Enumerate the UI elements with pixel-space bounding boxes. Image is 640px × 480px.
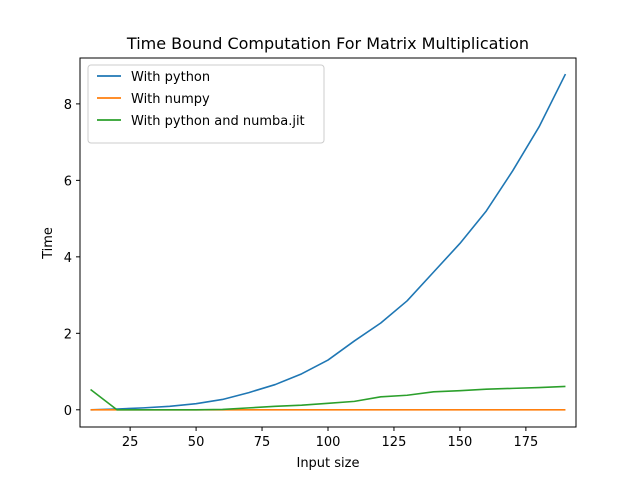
- x-axis-ticks: 25 50 75 100 125 150 175: [122, 427, 538, 450]
- x-tick-label: 75: [254, 435, 271, 450]
- legend-label-2: With python and numba.jit: [131, 114, 305, 129]
- series-line-0: [90, 73, 567, 411]
- legend: With python With numpy With python and num…: [87, 64, 325, 144]
- series-lines: [90, 73, 567, 411]
- y-tick-label: 8: [64, 98, 72, 113]
- y-tick-label: 4: [64, 251, 72, 266]
- y-tick-label: 6: [64, 174, 72, 189]
- x-tick-label: 50: [188, 435, 205, 450]
- series-line-2: [90, 385, 566, 411]
- x-tick-label: 25: [122, 435, 139, 450]
- x-axis-label: Input size: [296, 456, 359, 471]
- y-tick-label: 2: [64, 327, 72, 342]
- x-tick-label: 100: [316, 435, 341, 450]
- legend-label-1: With numpy: [131, 92, 210, 107]
- chart-title: Time Bound Computation For Matrix Multip…: [126, 34, 529, 53]
- x-tick-label: 150: [448, 435, 473, 450]
- legend-label-0: With python: [131, 70, 210, 85]
- x-tick-label: 175: [513, 435, 538, 450]
- y-tick-label: 0: [64, 404, 72, 419]
- y-axis-label: Time: [41, 227, 56, 260]
- y-axis-ticks: 0 2 4 6 8: [64, 98, 80, 419]
- x-tick-label: 125: [382, 435, 407, 450]
- legend-box: [87, 64, 325, 144]
